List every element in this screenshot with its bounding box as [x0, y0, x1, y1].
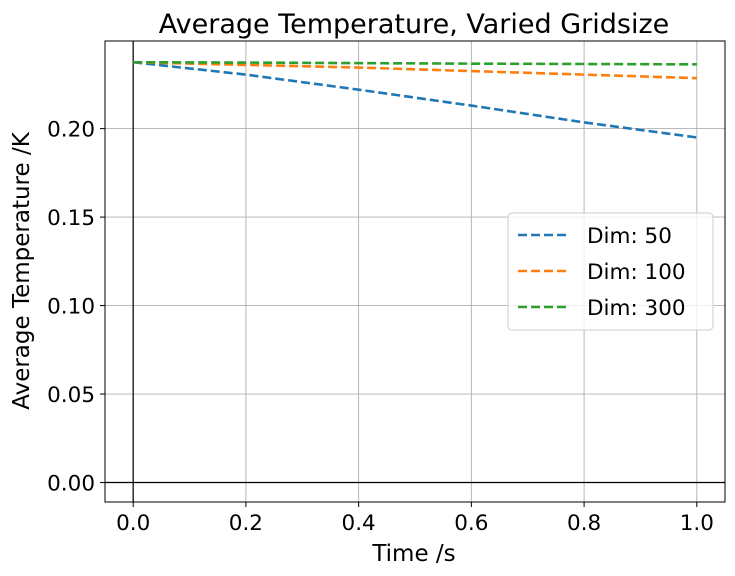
x-tick-label: 0.2	[229, 511, 263, 536]
legend-label-2: Dim: 100	[587, 260, 686, 285]
y-tick-label: 0.10	[47, 295, 95, 320]
x-tick-label: 0.0	[116, 511, 150, 536]
y-tick-label: 0.05	[47, 383, 95, 408]
plot-frame	[104, 40, 726, 503]
legend-label-1: Dim: 50	[587, 224, 672, 249]
y-tick-label: 0.15	[47, 206, 95, 231]
y-tick-label: 0.20	[47, 118, 95, 143]
x-tick-label: 0.4	[342, 511, 376, 536]
legend: Dim: 50 Dim: 100 Dim: 300	[507, 212, 714, 331]
zero-lines	[105, 41, 725, 502]
x-tick-label: 0.6	[454, 511, 488, 536]
legend-box	[507, 212, 714, 331]
y-axis-label: Average Temperature /K	[9, 131, 35, 410]
x-tick-label: 0.8	[567, 511, 601, 536]
chart-title: Average Temperature, Varied Gridsize	[159, 9, 670, 40]
series-line-1	[133, 60, 697, 139]
y-tick-label: 0.00	[47, 472, 95, 497]
series-line-3	[133, 60, 697, 66]
x-axis-ticks: 0.0 0.2 0.4 0.6 0.8 1.0	[116, 502, 714, 536]
x-axis-label: Time /s	[371, 541, 455, 567]
legend-label-3: Dim: 300	[587, 296, 686, 321]
series-line-2	[133, 60, 697, 80]
x-tick-label: 1.0	[680, 511, 714, 536]
series-layer	[133, 60, 697, 139]
y-axis-ticks: 0.00 0.05 0.10 0.15 0.20	[47, 118, 105, 497]
